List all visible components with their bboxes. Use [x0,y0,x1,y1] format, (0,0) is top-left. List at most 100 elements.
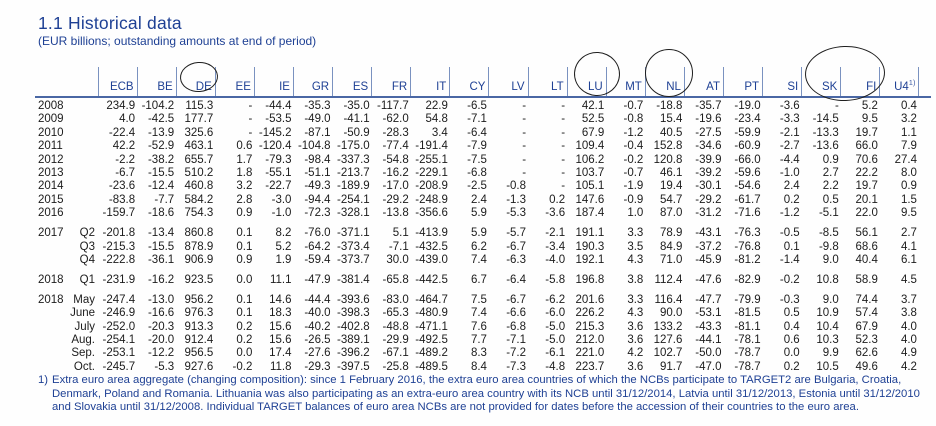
cell-nl: -18.8 [656,100,683,112]
col-header-lv: LV [488,67,529,97]
cell-nl: 133.2 [653,320,683,333]
cell-cy: -7.5 [467,153,487,166]
cell-at: -45.9 [695,253,722,266]
cell-fr: -65.3 [382,307,409,320]
cell-lv: -7.1 [506,334,527,346]
cell-mt: 1.0 [627,207,644,220]
cell-u4: 27.4 [894,153,917,166]
cell-ee: 0.1 [236,307,253,320]
cell-de: 912.4 [184,334,214,346]
cell-ee: 3.2 [236,180,253,193]
cell-ecb: -23.6 [108,180,136,193]
cell-lv: - [522,167,527,180]
cell-fr: 30.0 [386,253,409,266]
cell-fr: -29.2 [382,193,409,206]
col-header-fi: FI [840,67,881,97]
cell-be: -12.4 [147,180,175,193]
cell-it: -492.5 [415,334,448,346]
row-label: 2012 [35,154,98,167]
table-row: 2011 42.2 -52.9 463.1 0.6 -120.4 -104.8 -175.0-… [35,140,919,153]
cell-si: 2.4 [783,180,800,193]
cell-it: -489.5 [415,360,448,373]
cell-si: -1.0 [779,167,800,180]
cell-ie: -22.7 [265,180,292,193]
cell-pt: -82.9 [734,273,761,286]
cell-sk: -9.8 [818,240,839,253]
row-label-year: 2015 [38,193,64,206]
cell-nl: 84.9 [660,240,683,253]
cell-es: -402.8 [337,320,370,333]
cell-lt: - [561,180,566,193]
cell-es: -35.0 [343,100,370,112]
col-header-ie: IE [254,67,294,97]
cell-fr: 5.1 [392,227,409,240]
cell-ecb: -222.8 [102,253,136,266]
cell-be: -18.6 [147,207,175,220]
cell-de: 463.1 [184,140,214,153]
table-row: 2018 May -247.4 -13.0 956.2 0.1 14.6 -44.4 -393.… [35,294,919,307]
cell-gr: -87.1 [304,126,331,139]
cell-at: -43.1 [695,227,722,240]
cell-u4: 9.5 [900,207,917,220]
cell-mt: 3.8 [627,273,644,286]
cell-sk: 10.8 [816,273,839,286]
cell-fr: -117.7 [376,100,409,112]
cell-mt: 4.3 [627,307,644,320]
cell-it: -464.7 [415,293,448,306]
cell-cy: 7.5 [470,293,487,306]
cell-mt: 4.2 [627,347,644,360]
footnote-line-3: and Slovakia until 31/12/2008. Individua… [52,401,859,414]
cell-it: -442.5 [415,273,448,286]
col-header-be: BE [137,67,177,97]
cell-sk: -14.5 [812,113,839,126]
cell-gr: -98.4 [304,153,331,166]
cell-mt: 3.6 [627,360,644,373]
cell-at: -37.2 [695,240,722,253]
cell-u4: 1.5 [900,193,917,206]
cell-gr: -49.0 [304,113,331,126]
cell-lt: - [561,100,566,112]
cell-be: -12.2 [147,347,175,360]
row-label-year: 2010 [38,126,64,139]
cell-fr: -25.8 [382,360,409,373]
cell-lt: -2.1 [545,227,566,240]
cell-gr: -94.4 [304,193,331,206]
cell-fr: -83.0 [382,293,409,306]
cell-nl: 152.8 [653,140,683,153]
cell-de: 956.2 [184,293,214,306]
cell-es: -389.1 [337,334,370,346]
cell-sk: 10.5 [816,360,839,373]
footnote-line-2: Denmark, Poland and Romania. Lithuania w… [52,387,920,400]
cell-si: -3.6 [779,100,800,112]
cell-es: -381.4 [337,273,370,286]
col-header-at: AT [684,67,725,97]
cell-sk: 2.2 [822,180,839,193]
cell-lt: -6.0 [545,307,566,320]
col-header-de: DE [176,67,216,97]
cell-mt: 3.5 [627,240,644,253]
row-label-year: 2009 [38,113,64,126]
cell-mt: -0.4 [623,140,644,153]
cell-si: -1.4 [779,253,800,266]
cell-cy: 6.2 [470,240,487,253]
cell-sk: -13.6 [812,140,839,153]
cell-ecb: -22.4 [108,126,136,139]
cell-lv: -7.2 [506,347,527,360]
col-header-nl: NL [645,67,685,97]
cell-lv: - [522,113,527,126]
cell-lu: 52.5 [581,113,605,126]
cell-de: 913.3 [184,320,214,333]
table-row: 2014 -23.6 -12.4 460.8 3.2 -22.7 -49.3 -189.9 -1… [35,180,919,193]
col-header-ecb: ECB [98,67,138,97]
cell-sk: 10.3 [816,334,839,346]
row-label-year: 2014 [38,180,64,193]
cell-sk: 9.9 [822,347,839,360]
cell-lv: -6.6 [506,307,527,320]
cell-lu: 190.3 [575,240,605,253]
cell-gr: -40.2 [304,320,331,333]
cell-be: -13.9 [147,126,175,139]
cell-be: -104.2 [141,100,175,112]
row-label: Sep. [35,347,98,360]
cell-nl: 116.4 [654,293,683,306]
